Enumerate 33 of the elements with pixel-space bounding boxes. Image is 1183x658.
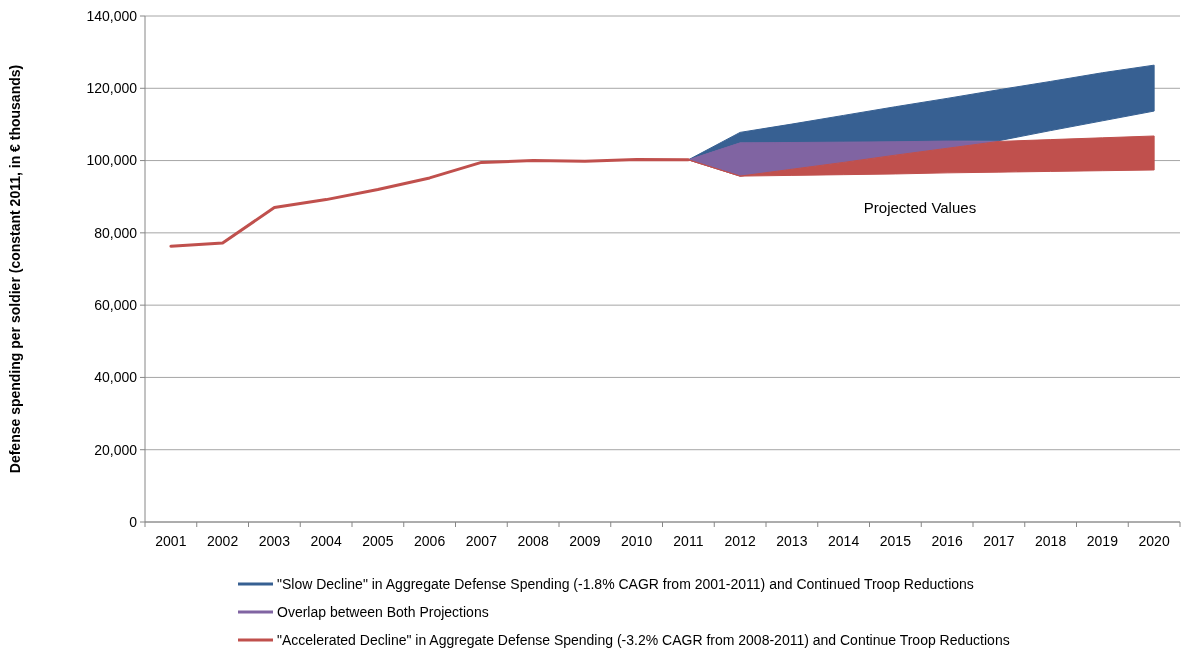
x-tick-label: 2013 xyxy=(776,533,808,549)
y-tick-label: 100,000 xyxy=(86,152,138,169)
y-tick-label: 20,000 xyxy=(94,441,138,458)
y-tick-label: 120,000 xyxy=(86,80,138,97)
y-tick-label: 60,000 xyxy=(94,297,138,314)
x-tick-label: 2012 xyxy=(724,533,756,549)
x-tick-label: 2014 xyxy=(828,533,860,549)
x-tick-label: 2020 xyxy=(1138,533,1170,549)
x-tick-label: 2007 xyxy=(465,533,498,549)
x-tick-label: 2009 xyxy=(569,533,601,549)
x-tick-label: 2008 xyxy=(517,533,549,549)
y-tick-label: 40,000 xyxy=(94,369,138,386)
x-tick-label: 2005 xyxy=(362,533,394,549)
x-tick-label: 2004 xyxy=(310,533,342,549)
x-tick-label: 2003 xyxy=(258,533,291,549)
x-tick-label: 2019 xyxy=(1086,533,1119,549)
y-tick-label: 0 xyxy=(129,513,138,530)
x-tick-label: 2017 xyxy=(983,533,1015,549)
x-tick-label: 2016 xyxy=(931,533,963,549)
y-tick-label: 140,000 xyxy=(86,7,138,24)
x-tick-label: 2006 xyxy=(414,533,446,549)
x-tick-label: 2010 xyxy=(621,533,653,549)
x-tick-label: 2001 xyxy=(155,533,187,549)
y-axis-title: Defense spending per soldier (constant 2011, in € thousands) xyxy=(7,64,23,474)
x-tick-label: 2011 xyxy=(673,533,704,549)
legend-label: Overlap between Both Projections xyxy=(277,603,489,620)
legend-label: "Accelerated Decline" in Aggregate Defense Spending (-3.2% CAGR from 2008-2011) and Continue Troop Reductions xyxy=(277,631,1010,648)
x-tick-label: 2018 xyxy=(1035,533,1067,549)
y-tick-label: 80,000 xyxy=(94,224,138,241)
x-tick-label: 2015 xyxy=(879,533,912,549)
legend-label: "Slow Decline" in Aggregate Defense Spending (-1.8% CAGR from 2001-2011) and Continued Troop Reductions xyxy=(277,575,974,592)
x-tick-label: 2002 xyxy=(207,533,239,549)
annotation: Projected Values xyxy=(863,199,977,216)
